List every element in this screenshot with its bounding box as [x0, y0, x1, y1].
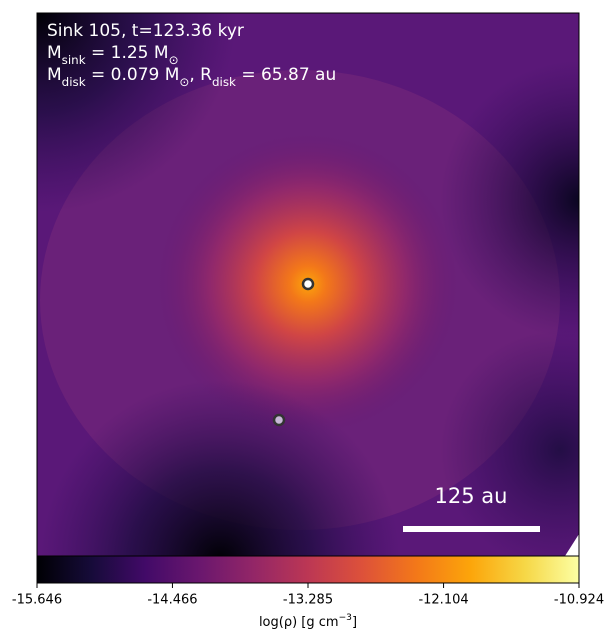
sink-secondary — [272, 413, 286, 427]
subscript: disk — [212, 75, 236, 89]
colorbar-label: log(ρ) [g cm−3] — [259, 613, 357, 630]
text-segment: , R — [189, 65, 212, 85]
scale-bar-label: 125 au — [435, 484, 508, 508]
annotation: Mdisk = 0.079 M⊙, Rdisk = 65.87 au — [47, 65, 336, 89]
text-segment: = 65.87 au — [236, 65, 336, 85]
text-segment: Sink 105, t=123.36 kyr — [47, 21, 244, 41]
subscript: ⊙ — [169, 53, 179, 67]
text-segment: ] — [352, 615, 357, 630]
text-segment: = 0.079 M — [86, 65, 180, 85]
scale-bar — [403, 526, 540, 532]
colorbar-tick-label: -12.104 — [418, 593, 468, 608]
colorbar-tick-label: -13.285 — [283, 593, 333, 608]
density-map — [37, 13, 579, 556]
superscript: −3 — [339, 613, 353, 623]
sink-primary — [301, 277, 315, 291]
text-segment: = 1.25 M — [86, 43, 169, 63]
colorbar-tick-label: -10.924 — [554, 593, 604, 608]
colorbar-tick-label: -15.646 — [12, 593, 62, 608]
colorbar-tick-label: -14.466 — [147, 593, 197, 608]
text-segment: M — [47, 43, 62, 63]
subscript: ⊙ — [179, 75, 189, 89]
text-segment: M — [47, 65, 62, 85]
annotation: Msink = 1.25 M⊙ — [47, 43, 179, 67]
subscript: sink — [62, 53, 86, 67]
subscript: disk — [62, 75, 86, 89]
annotation: Sink 105, t=123.36 kyr — [47, 21, 244, 41]
colorbar — [36, 555, 580, 584]
text-segment: log(ρ) [g cm — [259, 615, 339, 630]
